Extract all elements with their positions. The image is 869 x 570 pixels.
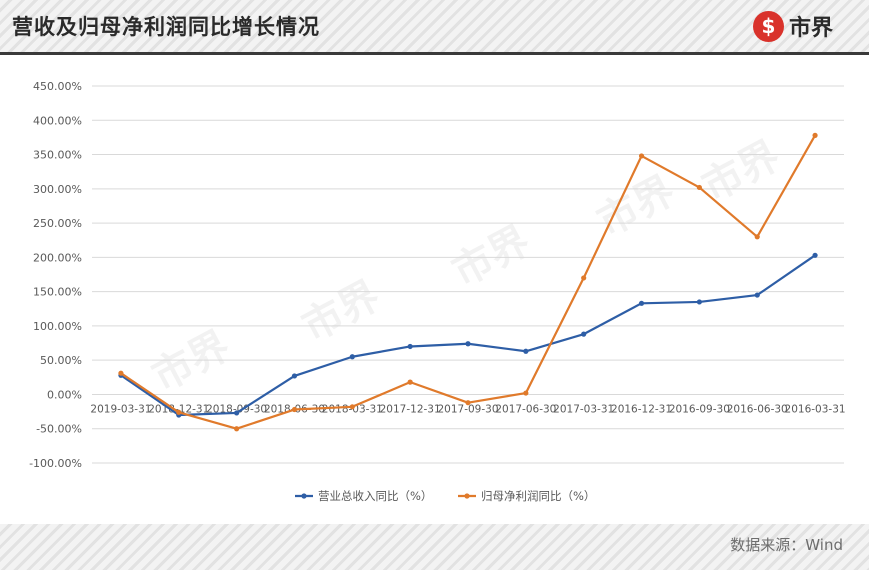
x-tick-label: 2016-06-30 bbox=[727, 403, 788, 415]
data-point bbox=[465, 400, 471, 406]
data-point bbox=[812, 252, 818, 258]
data-point bbox=[234, 426, 240, 432]
legend-swatch-marker bbox=[464, 493, 470, 499]
data-point bbox=[581, 331, 587, 337]
data-point bbox=[176, 409, 182, 415]
data-point bbox=[581, 275, 587, 281]
y-tick-label: 0.00% bbox=[47, 388, 82, 401]
x-tick-label: 2017-03-31 bbox=[553, 403, 614, 415]
y-tick-label: 100.00% bbox=[33, 320, 82, 333]
logo-text: 市界 bbox=[789, 16, 834, 41]
data-point bbox=[754, 234, 760, 240]
page-title: 营收及归母净利润同比增长情况 bbox=[12, 15, 320, 39]
x-tick-label: 2018-12-31 bbox=[148, 403, 209, 415]
data-source: 数据来源：Wind bbox=[730, 536, 843, 554]
data-point bbox=[349, 404, 355, 410]
y-tick-label: -100.00% bbox=[29, 457, 82, 470]
data-point bbox=[407, 343, 413, 350]
y-tick-label: 450.00% bbox=[33, 80, 82, 93]
y-tick-label: 350.00% bbox=[33, 149, 82, 162]
data-point bbox=[523, 348, 529, 354]
data-point bbox=[638, 300, 645, 306]
legend-swatch-marker bbox=[301, 493, 307, 499]
data-point bbox=[696, 299, 702, 305]
chart-area: 市界 市界 市界 市界 市界 450.00% 400.00% 350.00% 300.00% 25… bbox=[12, 62, 857, 517]
data-point bbox=[696, 184, 702, 191]
header-divider bbox=[0, 52, 869, 55]
x-tick-label: 2016-09-30 bbox=[669, 403, 730, 415]
data-point bbox=[638, 153, 645, 159]
y-tick-label: 50.00% bbox=[40, 354, 82, 367]
y-tick-label: 400.00% bbox=[33, 114, 82, 127]
x-tick-label: 2016-12-31 bbox=[611, 403, 672, 415]
y-tick-label: 200.00% bbox=[33, 251, 82, 264]
data-point bbox=[118, 370, 124, 376]
legend-label: 归母净利润同比（%） bbox=[481, 489, 595, 503]
y-tick-label: 150.00% bbox=[33, 286, 82, 299]
data-point bbox=[523, 390, 529, 396]
data-point bbox=[754, 292, 760, 298]
watermark-text: 市界 bbox=[695, 133, 787, 211]
data-point bbox=[407, 379, 413, 385]
header-bar: 营收及归母净利润同比增长情况 $ 市界 bbox=[0, 0, 869, 52]
watermark-text: 市界 bbox=[445, 218, 537, 296]
data-point bbox=[349, 354, 355, 360]
legend-label: 营业总收入同比（%） bbox=[318, 489, 432, 503]
watermark-text: 市界 bbox=[295, 273, 387, 351]
footer-bar: 数据来源：Wind bbox=[0, 524, 869, 570]
data-point bbox=[291, 406, 298, 413]
watermark-text: 市界 bbox=[145, 323, 237, 401]
data-point bbox=[465, 341, 471, 347]
x-tick-label: 2019-03-31 bbox=[90, 403, 151, 415]
brand-logo: $ 市界 bbox=[753, 9, 833, 43]
x-tick-label: 2016-03-31 bbox=[785, 403, 846, 415]
data-point bbox=[812, 132, 818, 138]
x-tick-label: 2017-12-31 bbox=[380, 403, 441, 415]
x-tick-label: 2017-09-30 bbox=[437, 403, 498, 415]
y-tick-label: 300.00% bbox=[33, 183, 82, 196]
y-tick-label: 250.00% bbox=[33, 217, 82, 230]
y-tick-label: -50.00% bbox=[36, 423, 82, 436]
data-point bbox=[291, 373, 298, 379]
x-tick-label: 2017-06-30 bbox=[495, 403, 556, 415]
logo-currency-icon: $ bbox=[753, 10, 784, 42]
data-point bbox=[234, 410, 240, 416]
